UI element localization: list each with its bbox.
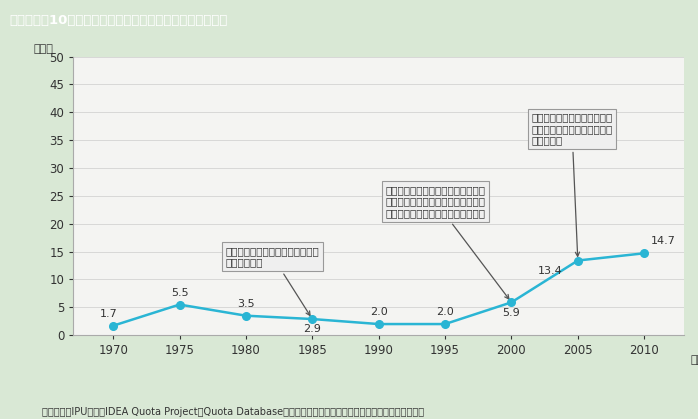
Text: 法改正により比例代表候補の
奇数順位を女性とするクオー
タ制を導入: 法改正により比例代表候補の 奇数順位を女性とするクオー タ制を導入 [531, 112, 613, 256]
Text: 第１－特－10図　韓国の国会議員に占める女性割合の推移: 第１－特－10図 韓国の国会議員に占める女性割合の推移 [9, 14, 228, 28]
Text: 法律による小選挙区候補者における
クオータ制の導入。割当以上の女性
候補者を擁げた政党に補助金を支給: 法律による小選挙区候補者における クオータ制の導入。割当以上の女性 候補者を擁げ… [385, 185, 509, 299]
Text: （備考）　IPU資料，IDEA Quota Project「Quota Database」，内閣府「諸外国における政策・方針決定過程への: （備考） IPU資料，IDEA Quota Project「Quota Data… [42, 407, 424, 417]
Text: 比例代表候補におけるクオータ制
を法律で規定: 比例代表候補におけるクオータ制 を法律で規定 [226, 246, 320, 316]
Text: 3.5: 3.5 [237, 299, 255, 309]
Text: 2.0: 2.0 [436, 307, 454, 317]
Text: 14.7: 14.7 [651, 236, 676, 246]
Text: （年）: （年） [690, 355, 698, 365]
Text: 5.5: 5.5 [171, 287, 188, 297]
Text: 1.7: 1.7 [100, 309, 118, 319]
Text: 2.0: 2.0 [370, 307, 387, 317]
Text: （％）: （％） [34, 44, 54, 54]
Text: 2.9: 2.9 [304, 324, 321, 334]
Text: 5.9: 5.9 [503, 308, 520, 318]
Text: 13.4: 13.4 [537, 266, 563, 276]
